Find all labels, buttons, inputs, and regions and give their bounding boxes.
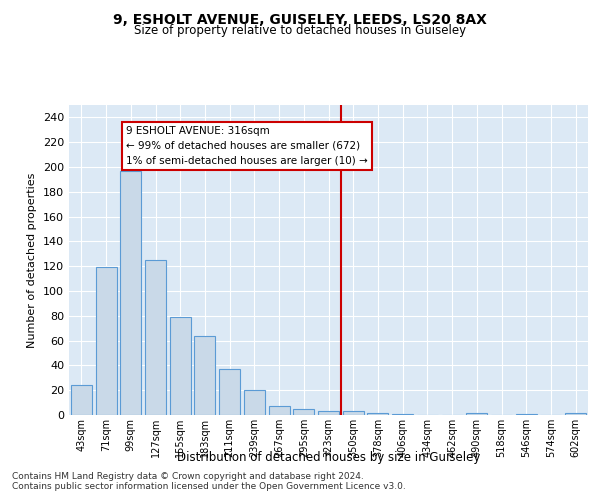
Bar xyxy=(269,406,290,415)
Bar xyxy=(392,414,413,415)
Bar xyxy=(367,412,388,415)
Bar xyxy=(170,317,191,415)
Text: Size of property relative to detached houses in Guiseley: Size of property relative to detached ho… xyxy=(134,24,466,37)
Bar xyxy=(95,268,116,415)
Text: Contains public sector information licensed under the Open Government Licence v3: Contains public sector information licen… xyxy=(12,482,406,491)
Bar xyxy=(71,385,92,415)
Bar xyxy=(318,412,339,415)
Bar xyxy=(244,390,265,415)
Bar xyxy=(516,414,537,415)
Bar xyxy=(145,260,166,415)
Bar xyxy=(565,412,586,415)
Text: Distribution of detached houses by size in Guiseley: Distribution of detached houses by size … xyxy=(177,451,481,464)
Y-axis label: Number of detached properties: Number of detached properties xyxy=(28,172,37,348)
Text: 9, ESHOLT AVENUE, GUISELEY, LEEDS, LS20 8AX: 9, ESHOLT AVENUE, GUISELEY, LEEDS, LS20 … xyxy=(113,12,487,26)
Bar xyxy=(120,170,141,415)
Bar xyxy=(293,409,314,415)
Bar xyxy=(194,336,215,415)
Bar xyxy=(466,412,487,415)
Text: 9 ESHOLT AVENUE: 316sqm
← 99% of detached houses are smaller (672)
1% of semi-de: 9 ESHOLT AVENUE: 316sqm ← 99% of detache… xyxy=(126,126,368,166)
Bar xyxy=(219,369,240,415)
Text: Contains HM Land Registry data © Crown copyright and database right 2024.: Contains HM Land Registry data © Crown c… xyxy=(12,472,364,481)
Bar xyxy=(343,412,364,415)
